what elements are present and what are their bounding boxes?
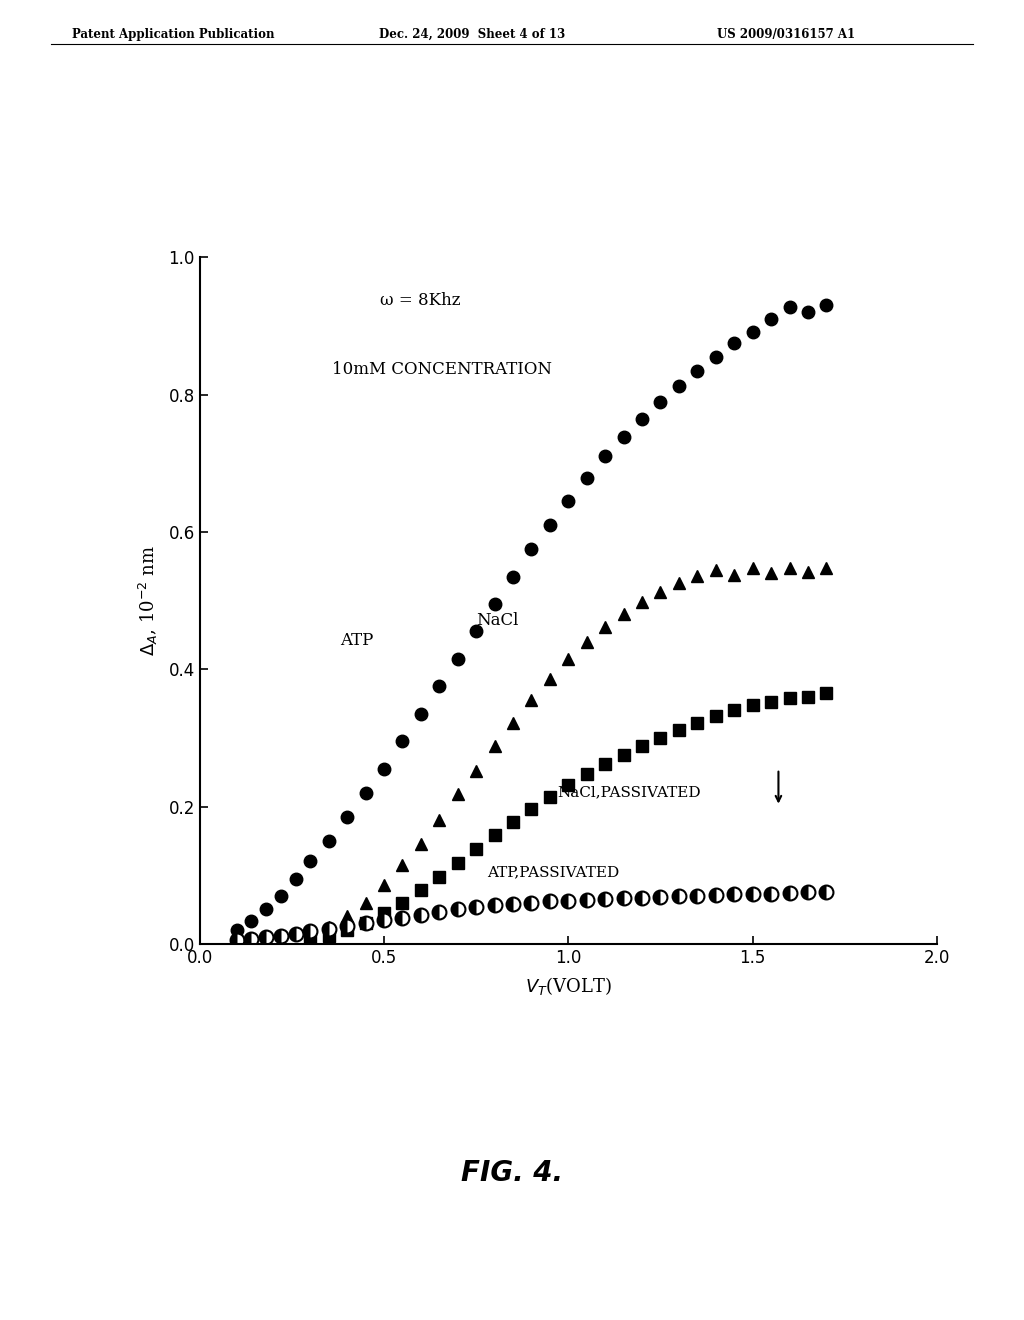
- Text: NaCl: NaCl: [476, 611, 518, 628]
- Text: ω = 8Khz: ω = 8Khz: [380, 293, 461, 309]
- Text: NaCl,PASSIVATED: NaCl,PASSIVATED: [557, 785, 700, 799]
- Text: ATP: ATP: [340, 632, 373, 649]
- Text: Patent Application Publication: Patent Application Publication: [72, 28, 274, 41]
- Text: ATP,PASSIVATED: ATP,PASSIVATED: [487, 866, 620, 879]
- Y-axis label: $\Delta_A$, 10$^{-2}$ nm: $\Delta_A$, 10$^{-2}$ nm: [137, 545, 160, 656]
- Text: Dec. 24, 2009  Sheet 4 of 13: Dec. 24, 2009 Sheet 4 of 13: [379, 28, 565, 41]
- Text: FIG. 4.: FIG. 4.: [461, 1159, 563, 1188]
- Text: US 2009/0316157 A1: US 2009/0316157 A1: [717, 28, 855, 41]
- X-axis label: $V_T$(VOLT): $V_T$(VOLT): [525, 975, 611, 997]
- Text: 10mM CONCENTRATION: 10mM CONCENTRATION: [333, 362, 552, 378]
